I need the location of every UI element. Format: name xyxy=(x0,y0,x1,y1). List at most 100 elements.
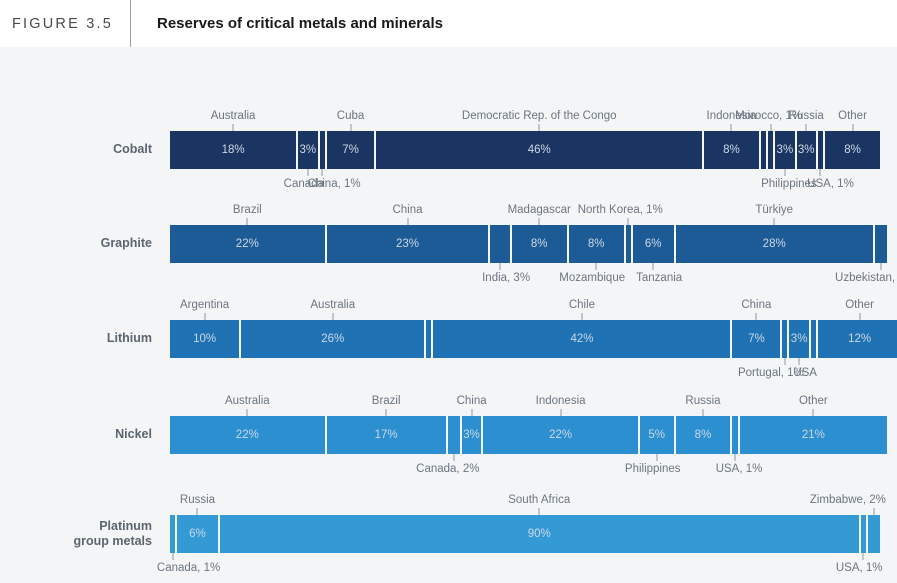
bar-segment[interactable] xyxy=(817,131,824,169)
bar-segment[interactable]: 8% xyxy=(511,225,567,263)
bar-segment[interactable]: 5% xyxy=(639,416,674,454)
bar-segment[interactable] xyxy=(319,131,325,169)
row-label-cobalt: Cobalt xyxy=(0,142,152,157)
segment-country-label: South Africa xyxy=(508,494,571,506)
bar-segment[interactable] xyxy=(625,225,631,263)
header-divider xyxy=(130,0,131,47)
bar-segment[interactable]: 28% xyxy=(675,225,873,263)
bar-segment[interactable] xyxy=(860,515,866,553)
leader-tick xyxy=(819,169,821,176)
segment-country-label: Canada, 1% xyxy=(156,562,221,574)
row-label-platinum-group-metals: Platinum group metals xyxy=(0,519,153,549)
segment-country-label: Other xyxy=(845,299,875,311)
bar-segment[interactable]: 18% xyxy=(170,131,297,169)
bar-segment[interactable] xyxy=(874,225,888,263)
segment-value: 21% xyxy=(801,429,825,441)
bar-segment[interactable] xyxy=(867,515,880,553)
segment-country-label: Madagascar xyxy=(507,204,571,216)
segment-country-label: Chile xyxy=(568,299,596,311)
bar-segment[interactable]: 17% xyxy=(326,416,446,454)
segment-value: 18% xyxy=(221,144,245,156)
bar-segment[interactable]: 3% xyxy=(461,416,482,454)
bar-segment[interactable] xyxy=(170,515,176,553)
bar-segment[interactable]: 7% xyxy=(326,131,375,169)
labels-below: Portugal, 1% USA xyxy=(170,358,882,388)
bar-segment[interactable]: 10% xyxy=(170,320,240,358)
bar-segment[interactable]: 42% xyxy=(433,320,731,358)
bar-segment[interactable] xyxy=(810,320,816,358)
bar-segment[interactable]: 90% xyxy=(219,515,859,553)
bar-segment[interactable]: 21% xyxy=(739,416,888,454)
segment-country-label: Philippines xyxy=(624,463,681,475)
bar-segment[interactable] xyxy=(760,131,767,169)
bar-graphite: 22% 23% 8% 8% 6% 28% Brazil China Madagascar Nort… xyxy=(170,204,897,284)
segment-country-label: Other xyxy=(798,395,828,407)
segment-country-label: Morocco, 1% xyxy=(735,110,803,122)
stacked-bar-chart: Cobalt 18% 3% 7% 46% 8% 3% 3% 8% Australia Cuba Dem… xyxy=(0,47,897,574)
segment-value: 3% xyxy=(776,144,794,156)
segment-country-label: Russia xyxy=(685,395,721,407)
bar-segment[interactable]: 22% xyxy=(170,416,325,454)
row-label-line: Lithium xyxy=(106,331,152,345)
row-label-lithium: Lithium xyxy=(0,331,152,346)
segment-value: 42% xyxy=(570,333,594,345)
bar-segment[interactable]: 8% xyxy=(568,225,624,263)
leader-tick xyxy=(560,409,562,416)
bar-segment[interactable] xyxy=(426,320,432,358)
bar-segment[interactable]: 3% xyxy=(789,320,809,358)
bar-segment[interactable] xyxy=(447,416,460,454)
bar-nickel: 22% 17% 3% 22% 5% 8% 21% Australia Brazil China In… xyxy=(170,395,888,475)
leader-tick xyxy=(873,508,875,515)
leader-tick xyxy=(332,313,334,320)
bar-segment[interactable]: 46% xyxy=(376,131,702,169)
bar-segment[interactable] xyxy=(782,320,788,358)
segment-country-label: Tanzania xyxy=(636,272,683,284)
bar-segment[interactable]: 8% xyxy=(825,131,880,169)
segment-country-label: Brazil xyxy=(232,204,262,216)
leader-tick xyxy=(307,169,309,176)
row-label-nickel: Nickel xyxy=(0,427,152,442)
leader-tick xyxy=(499,263,501,270)
leader-tick xyxy=(471,409,473,416)
labels-above: Australia Cuba Democratic Rep. of the Cong… xyxy=(170,101,882,131)
bar-segment[interactable]: 3% xyxy=(775,131,795,169)
segment-value: 7% xyxy=(342,144,359,156)
bar-segment[interactable]: 3% xyxy=(796,131,816,169)
bar-segment[interactable]: 3% xyxy=(298,131,318,169)
bar-segment[interactable]: 8% xyxy=(704,131,759,169)
bar-segment[interactable]: 8% xyxy=(675,416,731,454)
segment-country-label: Indonesia xyxy=(706,110,757,122)
leader-tick xyxy=(805,124,807,131)
leader-tick xyxy=(784,169,786,176)
segment-value: 8% xyxy=(587,238,605,250)
leader-tick xyxy=(862,553,864,560)
bar-segment[interactable] xyxy=(768,131,774,169)
bar-segment[interactable]: 6% xyxy=(177,515,218,553)
bar-segment[interactable]: 12% xyxy=(817,320,897,358)
segment-country-label: Russia xyxy=(179,494,216,506)
segment-country-label: Canada xyxy=(283,178,324,190)
bar-segment[interactable] xyxy=(732,416,738,454)
leader-tick xyxy=(652,263,654,270)
segment-value: 8% xyxy=(723,144,740,156)
bar-segment[interactable] xyxy=(490,225,510,263)
labels-below: India, 3% Mozambique Tanzania Uzbekistan, 2… xyxy=(170,263,897,293)
figure-title: Reserves of critical metals and minerals xyxy=(157,15,443,32)
leader-tick xyxy=(595,263,597,270)
bar-segment[interactable]: 22% xyxy=(170,225,325,263)
segment-value: 23% xyxy=(395,238,420,250)
bar-segment[interactable]: 6% xyxy=(632,225,674,263)
bar-segment[interactable]: 22% xyxy=(483,416,638,454)
row-label-line: Nickel xyxy=(115,427,152,441)
segment-country-label: Australia xyxy=(224,395,270,407)
bar-platinum-group-metals: 6% 90% Russia South Africa Zimbabwe, 2% Canad… xyxy=(157,494,886,574)
labels-above: Argentina Australia Chile China Other xyxy=(170,290,882,320)
leader-tick xyxy=(246,218,248,225)
leader-tick xyxy=(734,454,736,461)
leader-tick xyxy=(453,454,455,461)
bar-segment[interactable]: 23% xyxy=(326,225,489,263)
bar-segment[interactable]: 26% xyxy=(241,320,425,358)
segment-country-label: China, 1% xyxy=(307,178,361,190)
segment-country-label: China xyxy=(456,395,487,407)
bar-segment[interactable]: 7% xyxy=(732,320,781,358)
